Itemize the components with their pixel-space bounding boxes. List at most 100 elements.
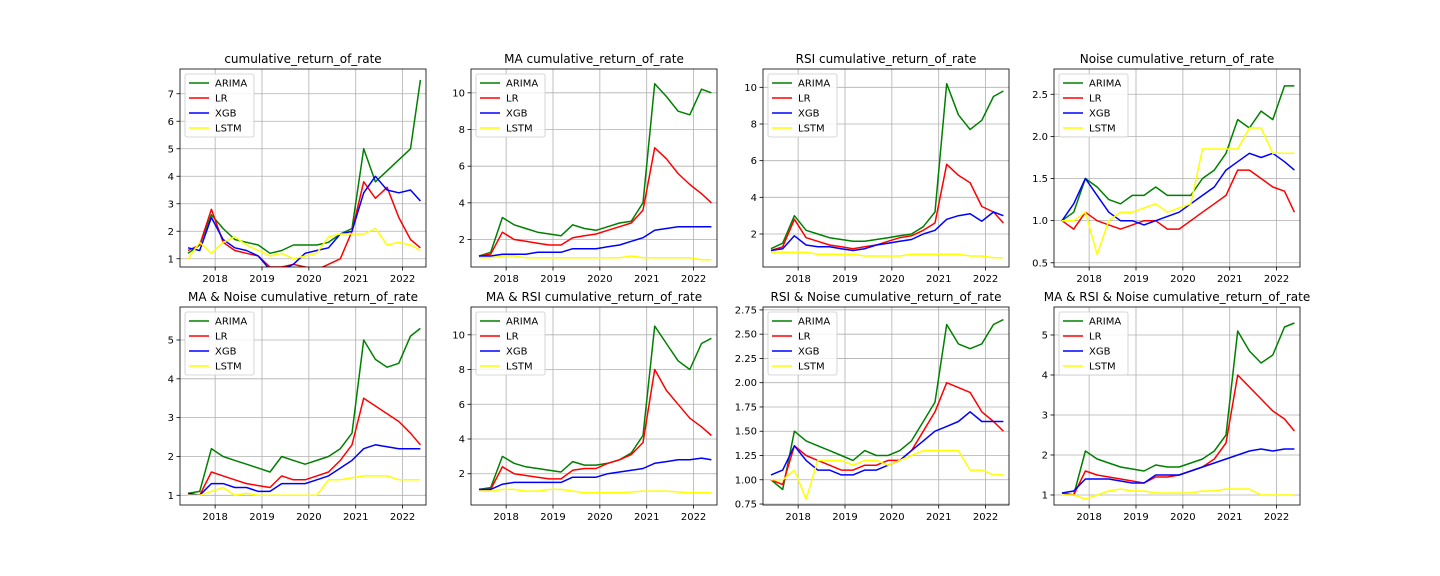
chart-title: RSI & Noise cumulative_return_of_rate (771, 290, 1002, 304)
x-tick-label: 2020 (879, 512, 904, 523)
legend: ARIMA LR XGB LSTM (1058, 73, 1129, 138)
legend: ARIMA LR XGB LSTM (184, 73, 255, 138)
legend-label: XGB (1089, 347, 1111, 358)
y-tick-label: 6 (459, 400, 465, 411)
series-line-arima (770, 318, 1004, 491)
legend-label: XGB (506, 109, 528, 120)
subplot-8: 2018 2019 2020 2021 2022 1 2 3 4 5 MA & RSI & Nois… (1042, 290, 1311, 523)
y-tick-label: 7 (168, 89, 174, 100)
plot-frame (470, 306, 718, 506)
series-line-arima (478, 82, 712, 257)
series-line-lstm (771, 251, 1004, 259)
x-tick-label: 2021 (1217, 512, 1242, 523)
y-tick-label: 1.5 (1032, 174, 1048, 185)
x-tick-label: 2020 (879, 274, 904, 285)
x-tick-label: 2019 (540, 512, 565, 523)
chart-title: RSI cumulative_return_of_rate (796, 52, 977, 66)
y-tick-label: 10 (452, 88, 465, 99)
x-tick-label: 2018 (1076, 512, 1101, 523)
x-tick-label: 2019 (249, 512, 274, 523)
y-tick-label: 4 (1042, 371, 1048, 382)
series-line-lstm (479, 488, 712, 494)
legend-label: XGB (1089, 109, 1111, 120)
legend-label: ARIMA (798, 317, 830, 328)
legend-box (475, 73, 546, 138)
y-tick-label: 6 (459, 162, 465, 173)
series-line-lr (770, 163, 1004, 252)
legend-label: XGB (506, 347, 528, 358)
x-tick-label: 2022 (1264, 512, 1289, 523)
series-line-lr (1061, 169, 1296, 230)
legend-box (767, 311, 838, 376)
legend-label: XGB (215, 347, 237, 358)
chart-title: MA & RSI cumulative_return_of_rate (486, 290, 702, 304)
legend-label: LSTM (798, 124, 825, 135)
legend-label: LSTM (506, 124, 533, 135)
x-tick-label: 2019 (832, 512, 857, 523)
series-line-lstm (479, 255, 712, 261)
x-tick-label: 2020 (296, 274, 321, 285)
x-tick-label: 2022 (681, 512, 706, 523)
x-tick-label: 2018 (202, 512, 227, 523)
plot-frame (1053, 306, 1301, 506)
legend-label: ARIMA (215, 79, 247, 90)
series-line-lstm (1062, 127, 1295, 256)
y-tick-label: 1.50 (735, 427, 757, 438)
x-tick-label: 2019 (1123, 512, 1148, 523)
y-tick-label: 4 (751, 193, 757, 204)
legend-label: LSTM (1089, 124, 1116, 135)
plot-frame (179, 68, 427, 268)
y-tick-label: 2.0 (1032, 132, 1048, 143)
legend: ARIMA LR XGB LSTM (475, 311, 546, 376)
series-line-xgb (479, 225, 712, 257)
x-tick-label: 2021 (1217, 274, 1242, 285)
y-tick-label: 2 (1042, 451, 1048, 462)
legend-label: LR (506, 332, 519, 343)
y-tick-label: 2.25 (735, 354, 757, 365)
x-tick-label: 2020 (587, 274, 612, 285)
series-line-arima (187, 79, 422, 255)
y-tick-label: 8 (459, 125, 465, 136)
x-tick-label: 2019 (249, 274, 274, 285)
y-tick-label: 4 (459, 435, 465, 446)
x-tick-label: 2018 (785, 274, 810, 285)
legend: ARIMA LR XGB LSTM (184, 311, 255, 376)
series-line-arima (187, 327, 421, 495)
y-tick-label: 6 (751, 156, 757, 167)
x-tick-label: 2020 (1170, 512, 1195, 523)
x-tick-label: 2020 (1170, 274, 1195, 285)
y-tick-label: 1.00 (735, 475, 757, 486)
legend-label: LR (798, 94, 811, 105)
y-tick-label: 8 (459, 365, 465, 376)
chart-title: cumulative_return_of_rate (224, 52, 381, 66)
legend-label: LR (798, 332, 811, 343)
x-tick-label: 2022 (1264, 274, 1289, 285)
chart-title: MA & RSI & Noise cumulative_return_of_ra… (1044, 290, 1310, 304)
subplot-2: 2018 2019 2020 2021 2022 2 4 6 8 10 MA cumulative_… (452, 52, 718, 285)
series-line-xgb (187, 175, 421, 267)
subplot-1: 2018 2019 2020 2021 2022 1 2 3 4 5 6 7 cumulative_re… (168, 52, 427, 285)
y-tick-label: 4 (168, 172, 174, 183)
series-line-lr (479, 368, 712, 491)
legend-box (767, 73, 838, 138)
chart-title: MA & Noise cumulative_return_of_rate (188, 290, 418, 304)
x-tick-label: 2018 (785, 512, 810, 523)
y-tick-label: 8 (751, 120, 757, 131)
plot-frame (470, 68, 718, 268)
legend-label: LSTM (1089, 362, 1116, 373)
legend-label: LR (1089, 332, 1102, 343)
y-tick-label: 2 (751, 230, 757, 241)
legend-label: LR (215, 94, 228, 105)
subplot-7: 2018 2019 2020 2021 2022 0.75 1.00 1.25 1.50 1.75… (735, 290, 1010, 523)
x-tick-label: 2020 (587, 512, 612, 523)
x-tick-label: 2018 (202, 274, 227, 285)
x-tick-label: 2019 (832, 274, 857, 285)
y-tick-label: 1.75 (735, 402, 757, 413)
x-tick-label: 2022 (390, 274, 415, 285)
y-tick-label: 3 (168, 413, 174, 424)
y-tick-label: 2.75 (735, 305, 757, 316)
legend-label: LR (215, 332, 228, 343)
x-tick-label: 2021 (634, 274, 659, 285)
legend-box (1058, 311, 1129, 376)
